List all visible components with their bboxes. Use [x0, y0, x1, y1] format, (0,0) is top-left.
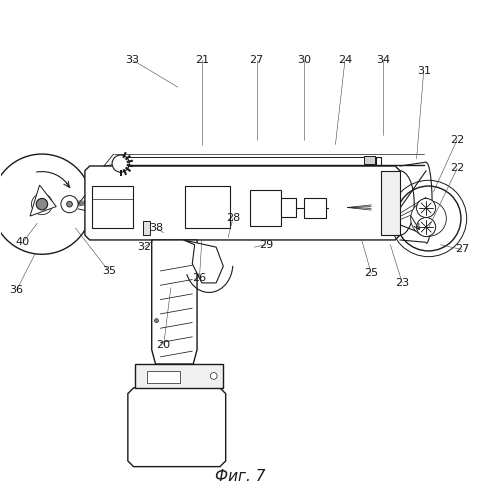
Circle shape	[61, 196, 78, 213]
Bar	[250, 190, 281, 226]
Polygon shape	[30, 185, 56, 216]
Circle shape	[36, 199, 48, 210]
Polygon shape	[152, 240, 197, 364]
Text: 40: 40	[16, 238, 30, 248]
Text: 30: 30	[298, 55, 312, 65]
Circle shape	[417, 199, 436, 218]
Circle shape	[67, 201, 72, 207]
Text: 27: 27	[250, 55, 264, 65]
Bar	[381, 171, 400, 235]
Bar	[143, 221, 150, 235]
Text: 35: 35	[102, 266, 116, 276]
Circle shape	[0, 154, 92, 254]
Circle shape	[417, 218, 436, 237]
Circle shape	[155, 319, 158, 322]
Text: 25: 25	[364, 268, 378, 278]
Text: 29: 29	[259, 240, 274, 250]
Bar	[147, 371, 180, 383]
Circle shape	[411, 201, 446, 237]
Text: 31: 31	[417, 65, 431, 75]
Text: 34: 34	[376, 55, 390, 65]
Text: 36: 36	[10, 285, 24, 295]
Circle shape	[396, 186, 461, 251]
Text: 20: 20	[156, 340, 171, 350]
Text: 38: 38	[149, 223, 164, 233]
Text: 32: 32	[137, 242, 152, 252]
Bar	[185, 186, 230, 228]
Circle shape	[210, 373, 217, 379]
Text: 22: 22	[450, 163, 464, 173]
Text: 27: 27	[455, 245, 469, 254]
Text: 22: 22	[450, 135, 464, 145]
Text: 24: 24	[338, 55, 352, 65]
Circle shape	[112, 155, 129, 172]
Bar	[92, 186, 132, 228]
Bar	[304, 199, 326, 219]
Bar	[135, 364, 223, 388]
Polygon shape	[128, 388, 226, 467]
Text: 28: 28	[226, 214, 240, 224]
Polygon shape	[183, 240, 223, 283]
Bar	[281, 198, 296, 217]
Text: 23: 23	[395, 278, 409, 288]
Bar	[364, 157, 374, 164]
Text: 26: 26	[192, 273, 206, 283]
Text: 21: 21	[195, 55, 209, 65]
Text: 33: 33	[126, 55, 140, 65]
Circle shape	[32, 194, 52, 215]
Polygon shape	[85, 166, 400, 240]
Text: Фиг. 7: Фиг. 7	[215, 469, 265, 484]
